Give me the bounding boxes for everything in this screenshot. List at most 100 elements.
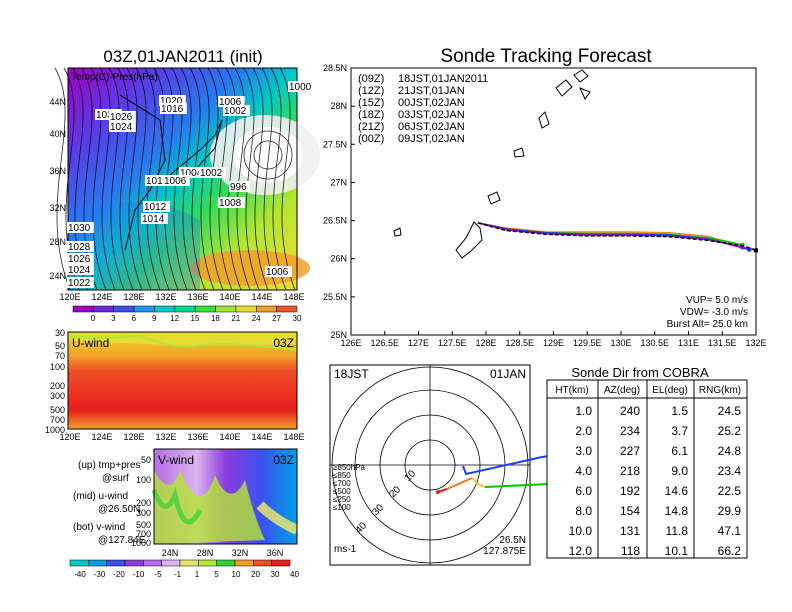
temp-colorbar-label: 21 bbox=[231, 314, 240, 323]
note-bot: (bot) v-wind bbox=[73, 522, 125, 533]
track-legend-code: (15Z) bbox=[358, 97, 384, 109]
vwind-pres-label: 700 bbox=[136, 529, 151, 539]
wind-colorbar-swatch bbox=[198, 559, 217, 567]
uwind-plot bbox=[67, 331, 298, 430]
table-cell: 8.0 bbox=[575, 504, 592, 518]
temp-colorbar-swatch bbox=[72, 305, 94, 313]
track-lon-label: 129E bbox=[543, 338, 564, 348]
vwind-pres-label: 300 bbox=[136, 508, 151, 518]
track-lat-label: 25.5N bbox=[323, 292, 347, 302]
table-cell: 240 bbox=[620, 404, 640, 418]
track-legend-label: 09JST,02JAN bbox=[398, 133, 465, 145]
track-lon-label: 126.5E bbox=[370, 338, 399, 348]
track-vup: VUP= 5.0 m/s bbox=[686, 295, 748, 306]
init-lat-label: 36N bbox=[49, 166, 66, 176]
track-endpoint bbox=[754, 248, 758, 253]
wind-colorbar-label: -30 bbox=[94, 570, 106, 579]
polar-units: ms-1 bbox=[334, 544, 357, 555]
temp-colorbar-label: 9 bbox=[152, 314, 157, 323]
track-legend-code: (12Z) bbox=[358, 85, 384, 97]
temp-colorbar-label: 24 bbox=[252, 314, 261, 323]
table-header: RNG(km) bbox=[699, 385, 741, 396]
track-lat-label: 27.5N bbox=[323, 139, 347, 149]
table-cell: 218 bbox=[620, 464, 640, 478]
temp-colorbar-swatch bbox=[154, 305, 176, 313]
uwind-lon-label: 128E bbox=[123, 432, 144, 442]
wind-colorbar-swatch bbox=[88, 559, 107, 567]
vwind-lat-label: 28N bbox=[197, 548, 214, 558]
vwind-title: V-wind bbox=[158, 453, 194, 467]
init-lon-label: 120E bbox=[59, 292, 80, 302]
track-lon-label: 127E bbox=[408, 338, 429, 348]
temp-colorbar-label: 15 bbox=[191, 314, 200, 323]
uwind-lon-label: 136E bbox=[187, 432, 208, 442]
polar-height-legend-item: ≥850hPa bbox=[333, 463, 366, 472]
init-lon-label: 128E bbox=[123, 292, 144, 302]
wind-colorbar-swatch bbox=[106, 559, 126, 567]
isobar-label: 1014 bbox=[142, 214, 165, 225]
temp-colorbar-label: 18 bbox=[211, 314, 220, 323]
track-legend-label: 21JST,01JAN bbox=[398, 85, 465, 97]
uwind-pres-label: 200 bbox=[50, 381, 65, 391]
isobar-label: 1020 bbox=[160, 96, 183, 107]
table-cell: 12.0 bbox=[569, 544, 593, 558]
uwind-lon-label: 144E bbox=[251, 432, 272, 442]
wind-colorbar-label: 10 bbox=[232, 570, 241, 579]
temp-colorbar-label: 12 bbox=[170, 314, 179, 323]
isobar-label: 1024 bbox=[110, 122, 133, 133]
table-cell: 11.8 bbox=[666, 524, 689, 538]
uwind-time: 03Z bbox=[273, 336, 294, 350]
track-plot bbox=[350, 67, 758, 336]
temp-colorbar-swatch bbox=[113, 305, 135, 313]
temp-colorbar-swatch bbox=[174, 305, 196, 313]
track-legend-code: (21Z) bbox=[358, 121, 384, 133]
track-lat-label: 28N bbox=[330, 101, 347, 111]
isobar-label: 1008 bbox=[219, 198, 242, 209]
track-endpoint bbox=[747, 247, 752, 252]
init-lon-label: 148E bbox=[283, 292, 304, 302]
temp-colorbar-label: 6 bbox=[132, 314, 137, 323]
wind-colorbar-label: 1 bbox=[195, 570, 200, 579]
track-title: Sonde Tracking Forecast bbox=[440, 46, 652, 67]
polar-height-legend-item: ≤100 bbox=[333, 503, 351, 512]
track-lon-label: 128.5E bbox=[505, 338, 534, 348]
wind-colorbar-label: -20 bbox=[113, 570, 125, 579]
isobar-label: 1006 bbox=[266, 267, 289, 278]
table-cell: 10.1 bbox=[665, 544, 689, 558]
wind-colorbar-label: -10 bbox=[133, 570, 145, 579]
table-cell: 25.2 bbox=[718, 424, 742, 438]
uwind-pres-label: 30 bbox=[55, 328, 65, 338]
polar-height-legend-item: ≤700 bbox=[333, 479, 351, 488]
polar-height-legend-item: ≤500 bbox=[333, 487, 351, 496]
isobar-label: 1002 bbox=[200, 168, 223, 179]
track-legend-label: 18JST,01JAN2011 bbox=[398, 73, 488, 85]
polar-date: 01JAN bbox=[490, 367, 526, 381]
polar-height-legend-item: ≤250 bbox=[333, 495, 351, 504]
table-cell: 66.2 bbox=[718, 544, 742, 558]
uwind-pres-label: 100 bbox=[50, 362, 65, 372]
temp-colorbar-label: 27 bbox=[272, 314, 281, 323]
table-cell: 1.0 bbox=[575, 404, 592, 418]
table-cell: 118 bbox=[621, 544, 640, 558]
isobar-label: 1022 bbox=[68, 278, 91, 289]
table-cell: 3.0 bbox=[575, 444, 592, 458]
temp-colorbar-swatch bbox=[93, 305, 114, 313]
table-cell: 6.1 bbox=[671, 444, 688, 458]
temp-colorbar-label: 3 bbox=[111, 314, 116, 323]
init-lon-label: 132E bbox=[155, 292, 176, 302]
track-lon-label: 130.5E bbox=[640, 338, 669, 348]
sonde-table bbox=[546, 379, 748, 559]
wind-colorbar-label: 30 bbox=[271, 570, 280, 579]
track-lat-label: 26N bbox=[330, 254, 347, 264]
init-title: 03Z,01JAN2011 (init) bbox=[103, 47, 262, 66]
track-lon-label: 127.5E bbox=[438, 338, 467, 348]
temp-colorbar-swatch bbox=[276, 305, 298, 313]
vwind-time: 03Z bbox=[273, 453, 294, 467]
track-lon-label: 128E bbox=[475, 338, 496, 348]
wind-colorbar-swatch bbox=[69, 559, 89, 567]
temp-colorbar-swatch bbox=[215, 305, 237, 313]
temp-colorbar-label: 0 bbox=[91, 314, 96, 323]
table-cell: 4.0 bbox=[575, 464, 592, 478]
table-cell: 47.1 bbox=[718, 524, 742, 538]
uwind-lon-label: 120E bbox=[59, 432, 80, 442]
